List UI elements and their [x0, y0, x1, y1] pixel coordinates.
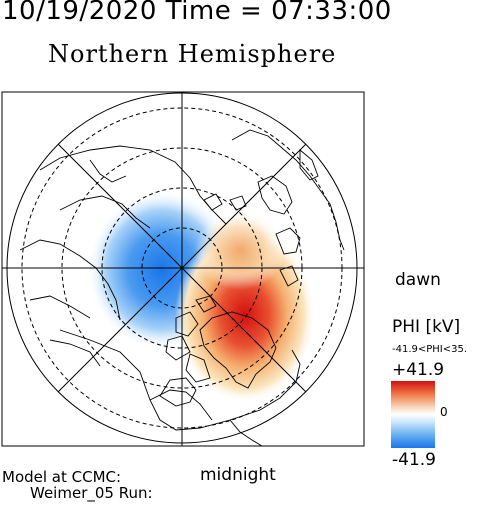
footer-model-text: Model at CCMC: — [2, 468, 122, 486]
colorbar-range-text: -41.9<PHI<35. — [392, 344, 468, 355]
coastlines — [19, 129, 345, 446]
timestamp-text: 10/19/2020 Time = 07:33:00 — [2, 0, 392, 26]
colorbar-max-label: +41.9 — [392, 360, 445, 380]
midnight-label: midnight — [200, 465, 276, 485]
colorbar-min-label: -41.9 — [392, 450, 436, 470]
dawn-label: dawn — [395, 270, 441, 290]
meridian-line — [57, 143, 307, 393]
colorbar-quantity-label: PHI [kV] — [392, 317, 461, 337]
colorbar-mid-label: 0 — [440, 405, 448, 419]
footer-run-text: Weimer_05 Run: — [30, 484, 153, 502]
plot-title: Northern Hemisphere — [48, 40, 337, 68]
colorbar — [391, 381, 435, 448]
